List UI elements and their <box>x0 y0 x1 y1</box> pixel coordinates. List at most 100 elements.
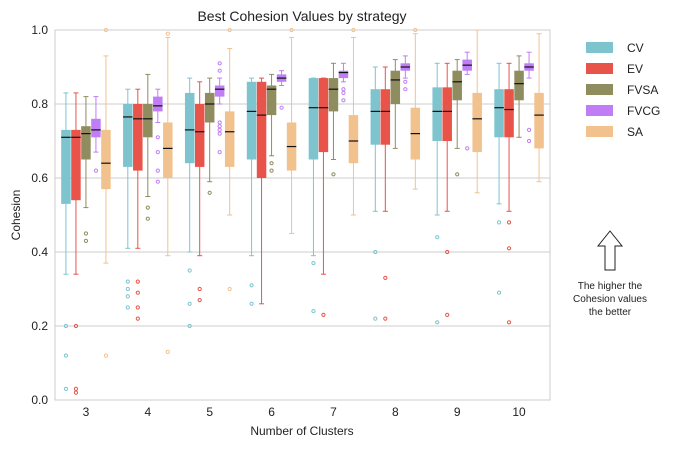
box-iqr <box>308 78 319 160</box>
box-groups <box>61 27 544 395</box>
outlier-point <box>465 146 470 151</box>
legend-label: CV <box>627 41 644 55</box>
outlier-point <box>165 31 170 36</box>
box-cv <box>308 77 319 314</box>
outlier-point <box>103 353 109 358</box>
outlier-point <box>217 150 222 155</box>
box-fvcg <box>214 61 225 155</box>
outlier-point <box>351 27 356 33</box>
outlier-point <box>435 235 440 240</box>
box-fvsa <box>328 62 339 177</box>
chart-title: Best Cohesion Values by strategy <box>197 8 406 24</box>
legend-item-cv: CV <box>586 41 644 55</box>
outlier-point <box>445 249 450 255</box>
legend-label: FVSA <box>627 83 658 97</box>
outlier-point <box>383 275 388 280</box>
outlier-point <box>373 316 378 321</box>
box-sa <box>224 27 235 292</box>
box-iqr <box>123 104 133 167</box>
box-iqr <box>266 85 277 116</box>
box-cv <box>246 77 257 306</box>
outlier-point <box>227 286 232 292</box>
outlier-point <box>63 386 69 391</box>
box-iqr <box>328 78 339 112</box>
y-tick-label: 0.2 <box>31 319 48 333</box>
outlier-point <box>83 231 89 236</box>
box-iqr <box>61 129 71 204</box>
outlier-point <box>73 323 79 329</box>
box-fvcg <box>153 88 163 184</box>
box-iqr <box>472 92 482 153</box>
box-iqr <box>133 104 143 171</box>
box-fvsa <box>204 77 215 195</box>
box-iqr <box>442 87 452 141</box>
box-iqr <box>514 70 524 101</box>
legend-swatch <box>586 63 613 74</box>
outlier-point <box>227 27 232 33</box>
x-tick-label: 8 <box>392 405 399 419</box>
box-ev <box>318 77 329 317</box>
box-sa <box>348 27 359 216</box>
box-ev <box>380 66 391 321</box>
outlier-point <box>413 27 418 33</box>
outlier-point <box>145 216 150 221</box>
outlier-point <box>269 161 274 166</box>
outlier-point <box>187 301 192 306</box>
box-sa <box>163 31 173 354</box>
box-cv <box>432 62 442 325</box>
outlier-point <box>125 279 130 284</box>
box-iqr <box>143 104 153 138</box>
outlier-point <box>73 386 79 391</box>
outlier-point <box>526 138 532 144</box>
x-tick-label: 3 <box>83 405 90 419</box>
outlier-point <box>83 238 89 243</box>
box-cv <box>184 77 195 329</box>
outlier-point <box>103 27 109 33</box>
box-iqr <box>494 89 504 138</box>
outlier-point <box>135 290 140 295</box>
box-fvsa <box>514 55 524 138</box>
box-iqr <box>504 89 514 138</box>
legend-swatch <box>586 84 613 95</box>
box-iqr <box>224 111 235 167</box>
legend-label: FVCG <box>627 104 660 118</box>
outlier-point <box>155 135 160 140</box>
legend-item-fvcg: FVCG <box>586 104 660 118</box>
cluster-group <box>184 27 235 329</box>
box-sa <box>472 29 482 194</box>
legend-item-ev: EV <box>586 62 643 76</box>
outlier-point <box>63 323 69 329</box>
outlier-point <box>289 27 294 33</box>
annotation-line-2: Cohesion values <box>573 294 647 305</box>
box-cv <box>61 92 71 391</box>
cluster-group <box>370 27 421 321</box>
outlier-point <box>311 309 316 314</box>
outlier-point <box>455 172 460 177</box>
box-fvcg <box>524 51 534 144</box>
outlier-point <box>187 268 192 273</box>
box-iqr <box>370 89 381 145</box>
y-tick-label: 0.8 <box>31 97 48 111</box>
outlier-point <box>269 168 274 173</box>
annotation-line-3: the better <box>589 307 632 318</box>
box-iqr <box>91 118 101 138</box>
outlier-point <box>125 286 130 292</box>
x-tick-label: 5 <box>206 405 213 419</box>
x-tick-label: 7 <box>330 405 337 419</box>
outlier-point <box>373 249 378 255</box>
outlier-point <box>526 127 532 132</box>
x-tick-label: 10 <box>512 405 526 419</box>
outlier-point <box>155 150 160 155</box>
outlier-point <box>217 61 222 66</box>
box-iqr <box>256 81 267 178</box>
outlier-point <box>135 305 140 310</box>
outlier-point <box>311 261 316 266</box>
outlier-point <box>403 87 408 92</box>
y-tick-labels: 0.0 0.2 0.4 0.6 0.8 1.0 <box>31 23 48 407</box>
box-iqr <box>534 92 544 149</box>
x-tick-labels: 3 4 5 6 7 8 9 10 <box>83 405 526 419</box>
box-fvcg <box>276 70 287 110</box>
box-ev <box>256 77 267 305</box>
